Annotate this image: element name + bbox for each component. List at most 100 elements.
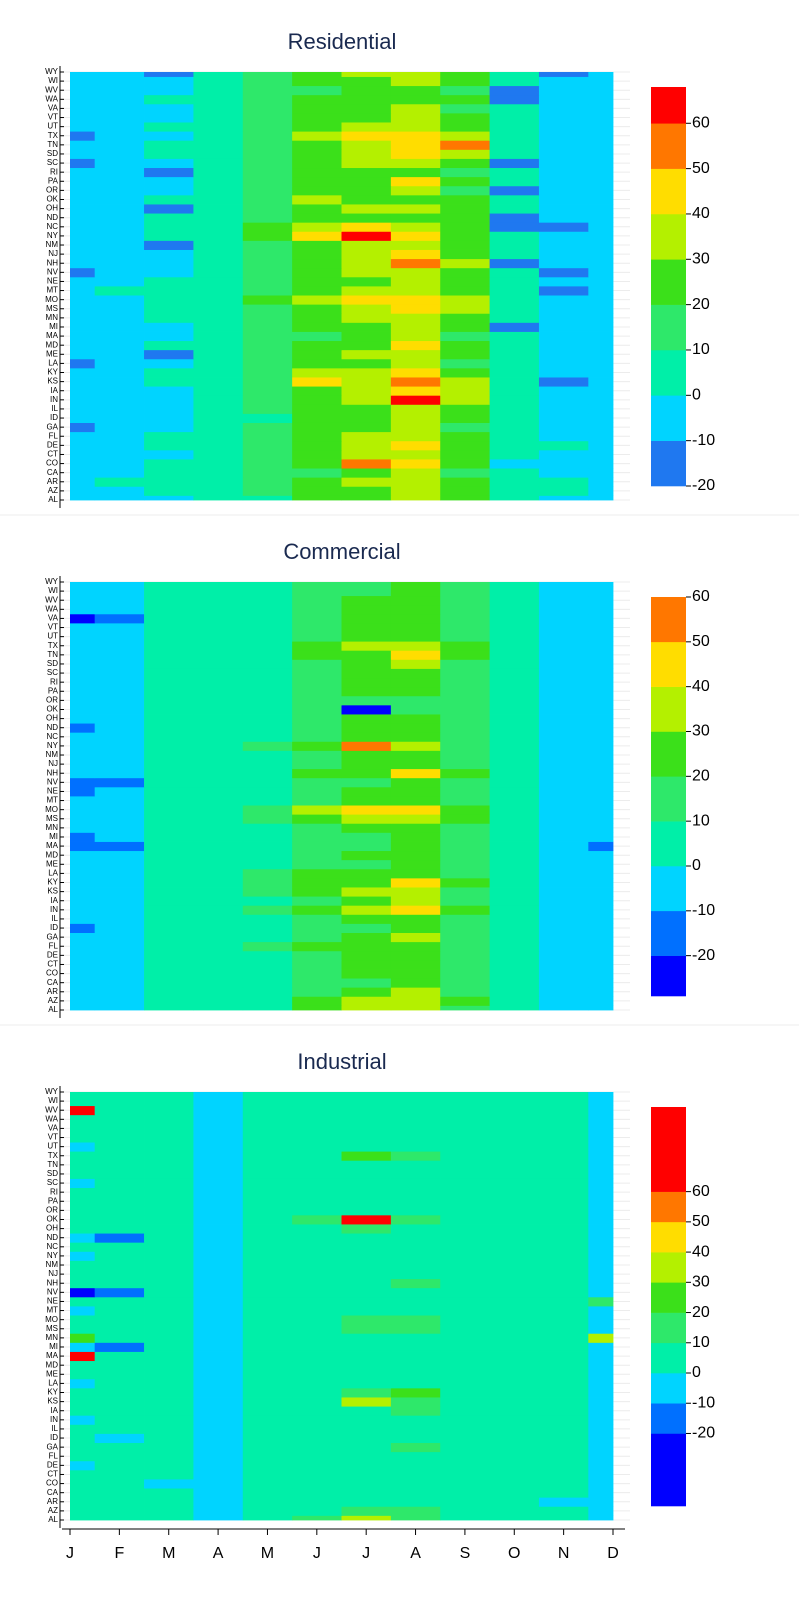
- contour-cell: [489, 1132, 540, 1143]
- contour-cell: [193, 1178, 244, 1189]
- contour-cell: [489, 1224, 540, 1234]
- contour-cell: [70, 222, 96, 232]
- contour-cell: [538, 459, 589, 469]
- contour-cell: [341, 349, 392, 360]
- contour-cell: [193, 877, 244, 888]
- contour-cell: [489, 1315, 540, 1325]
- contour-cell: [292, 486, 342, 496]
- contour-cell: [489, 887, 540, 897]
- contour-cell: [341, 969, 392, 979]
- contour-cell: [341, 1142, 392, 1152]
- contour-cell: [292, 1378, 342, 1389]
- contour-cell: [538, 741, 589, 751]
- contour-cell: [242, 1424, 293, 1434]
- contour-cell: [193, 786, 244, 797]
- y-tick-label: MO: [45, 805, 58, 814]
- contour-cell: [390, 1351, 441, 1362]
- contour-cell: [70, 449, 96, 460]
- contour-cell: [242, 1460, 293, 1471]
- contour-cell: [341, 868, 392, 879]
- contour-cell: [242, 732, 293, 742]
- contour-cell: [144, 76, 194, 87]
- contour-cell: [193, 1479, 244, 1489]
- contour-cell: [242, 204, 293, 214]
- contour-cell: [390, 1105, 441, 1116]
- contour-cell: [588, 1233, 614, 1243]
- y-tick-label: IN: [50, 905, 58, 914]
- contour-cell: [94, 595, 145, 606]
- contour-cell: [489, 112, 540, 123]
- contour-cell: [193, 1296, 244, 1307]
- contour-cell: [94, 641, 145, 651]
- contour-cell: [341, 1506, 392, 1516]
- contour-cell: [70, 714, 96, 724]
- contour-cell: [390, 1278, 441, 1289]
- contour-cell: [292, 1451, 342, 1462]
- contour-cell: [390, 978, 441, 988]
- contour-cell: [292, 431, 342, 442]
- contour-cell: [440, 349, 490, 360]
- contour-cell: [588, 440, 614, 451]
- y-tick-label: NV: [47, 267, 59, 276]
- contour-cell: [440, 85, 490, 96]
- contour-cell: [193, 176, 244, 187]
- contour-cell: [489, 404, 540, 414]
- contour-cell: [94, 1224, 145, 1234]
- contour-cell: [390, 131, 441, 141]
- contour-cell: [341, 377, 392, 387]
- y-tick-label: IL: [51, 1424, 58, 1433]
- contour-cell: [390, 459, 441, 469]
- contour-cell: [292, 1205, 342, 1216]
- contour-cell: [440, 1269, 490, 1280]
- y-tick-label: AZ: [48, 486, 58, 495]
- contour-cell: [292, 723, 342, 733]
- x-tick-label: F: [114, 1545, 124, 1562]
- contour-cell: [341, 103, 392, 114]
- contour-cell: [292, 1260, 342, 1270]
- contour-cell: [242, 395, 293, 405]
- contour-cell: [390, 805, 441, 815]
- contour-cell: [292, 1433, 342, 1443]
- contour-cell: [440, 932, 490, 943]
- contour-cell: [440, 695, 490, 706]
- contour-cell: [144, 841, 194, 852]
- contour-cell: [193, 1151, 244, 1161]
- y-tick-label: NE: [47, 787, 58, 796]
- contour-cell: [440, 841, 490, 852]
- contour-cell: [242, 240, 293, 250]
- contour-cell: [193, 896, 244, 906]
- contour-cell: [341, 723, 392, 733]
- contour-cell: [588, 1415, 614, 1425]
- contour-cell: [193, 1497, 244, 1507]
- contour-cell: [292, 595, 342, 606]
- contour-cell: [144, 868, 194, 879]
- contour-cell: [440, 1497, 490, 1507]
- y-tick-label: GA: [46, 932, 58, 941]
- contour-cell: [193, 331, 244, 342]
- y-tick-label: NY: [47, 741, 59, 750]
- contour-cell: [440, 1287, 490, 1298]
- contour-cell: [70, 1224, 96, 1234]
- contour-cell: [242, 1433, 293, 1443]
- contour-cell: [588, 941, 614, 952]
- contour-cell: [144, 950, 194, 961]
- contour-cell: [588, 1224, 614, 1234]
- contour-cell: [292, 1005, 342, 1011]
- contour-cell: [70, 941, 96, 952]
- contour-cell: [94, 176, 145, 187]
- contour-cell: [588, 1497, 614, 1507]
- contour-cell: [489, 641, 540, 651]
- colorbar-tick-label: 0: [692, 857, 701, 874]
- contour-cell: [489, 140, 540, 150]
- contour-cell: [193, 1251, 244, 1261]
- contour-cell: [489, 240, 540, 250]
- y-tick-label: SD: [47, 149, 58, 158]
- contour-cell: [390, 1178, 441, 1189]
- contour-cell: [70, 1287, 96, 1298]
- contour-cell: [242, 1196, 293, 1207]
- contour-cell: [390, 1260, 441, 1270]
- contour-cell: [70, 1214, 96, 1225]
- contour-cell: [440, 358, 490, 369]
- contour-cell: [193, 732, 244, 742]
- contour-cell: [341, 686, 392, 697]
